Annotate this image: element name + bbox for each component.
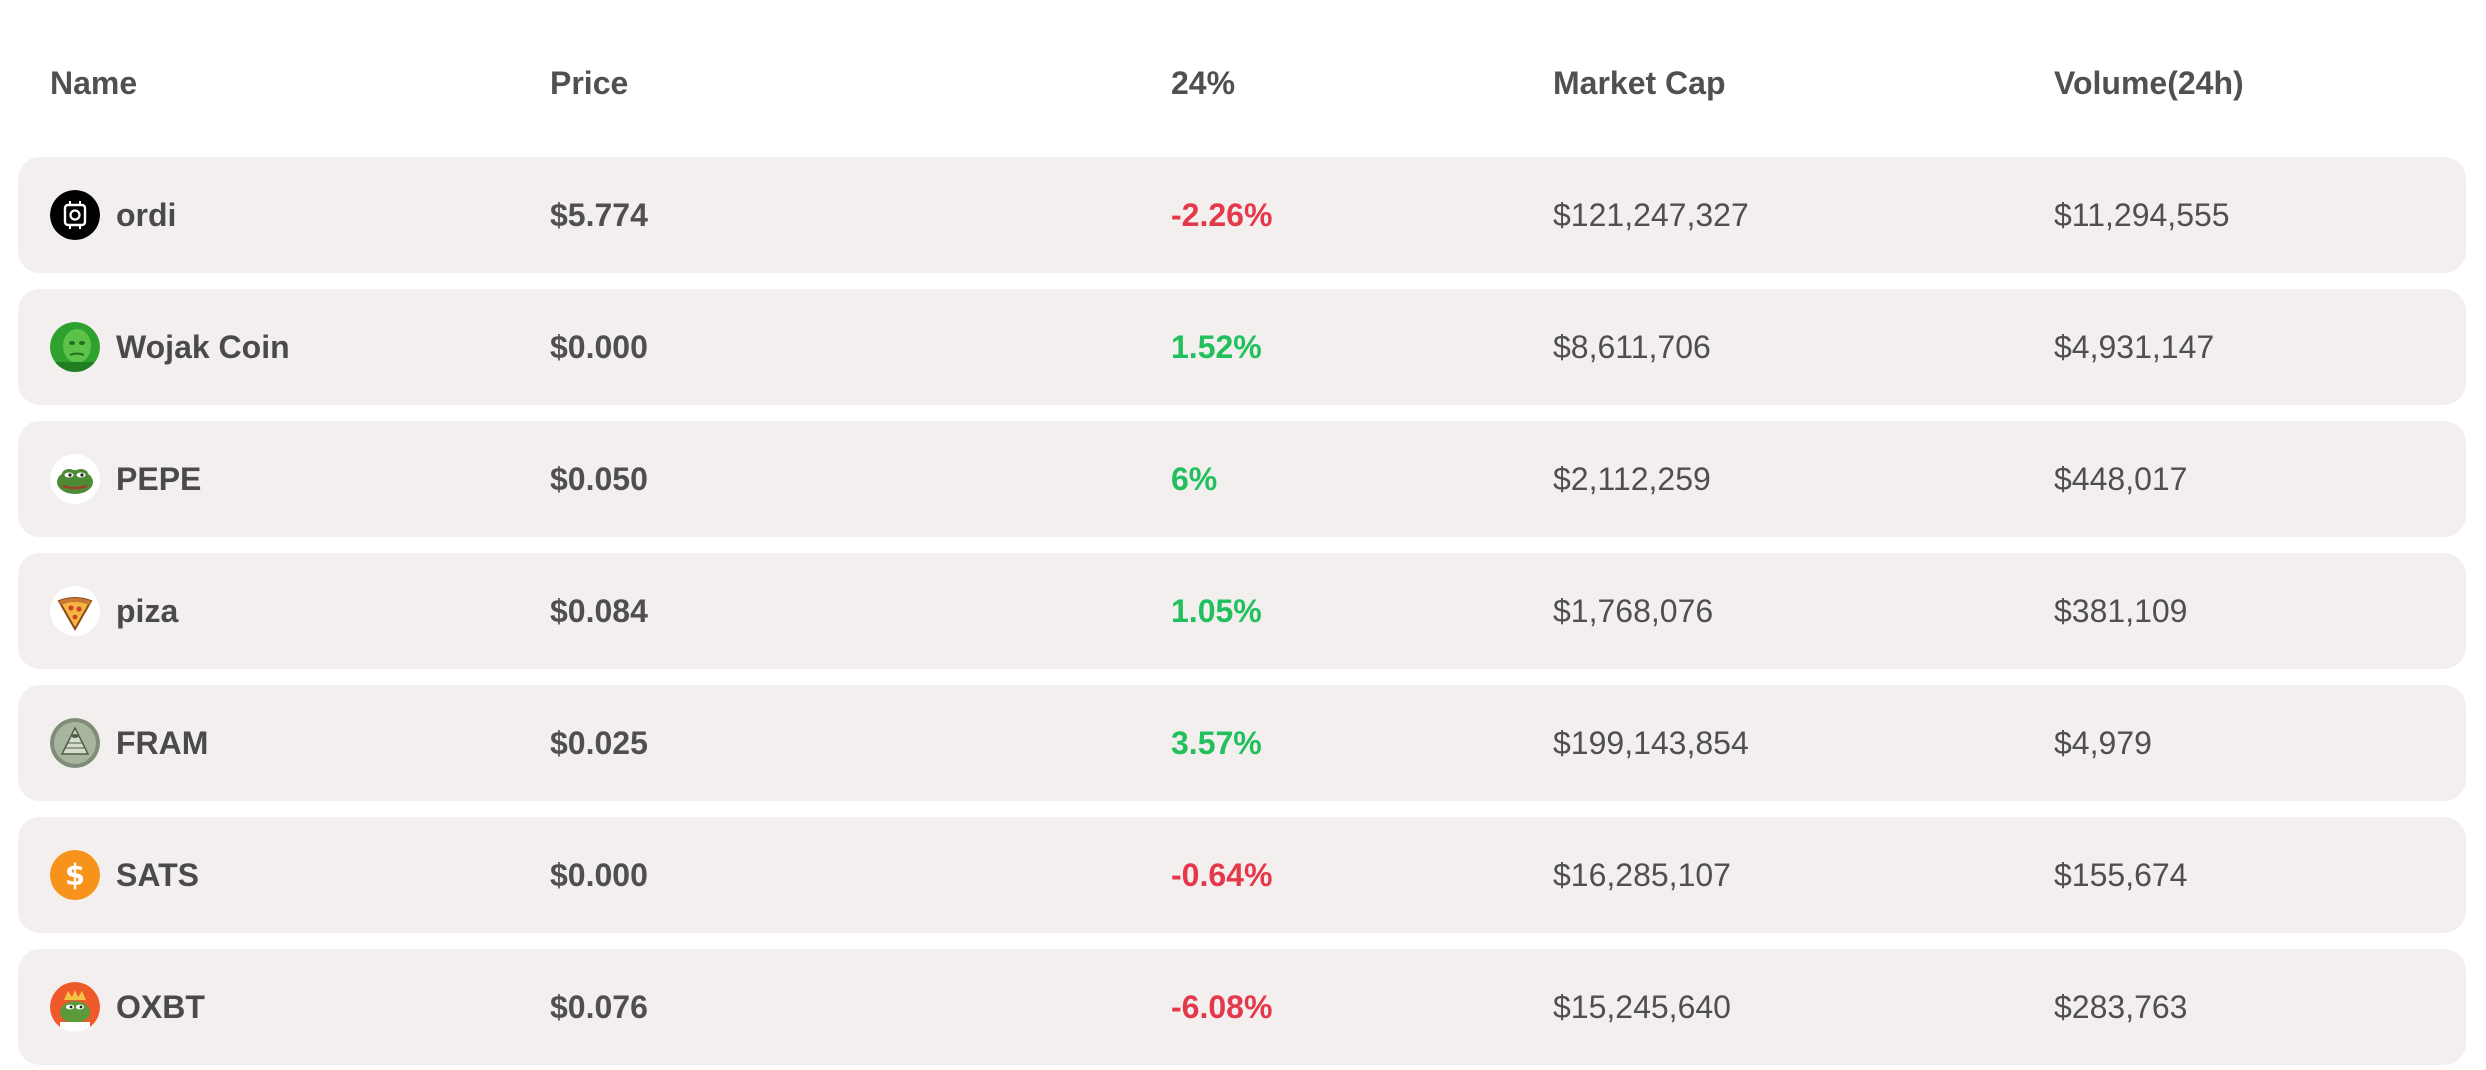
header-price[interactable]: Price (550, 65, 629, 101)
sats-dollar-logo-icon: $ (50, 850, 100, 900)
token-market-cap: $1,768,076 (1553, 593, 1714, 629)
token-change-24h: -6.08% (1171, 989, 1273, 1025)
table-row[interactable]: $ SATS $0.000 -0.64% $16,285,107 $155,67… (18, 817, 2466, 933)
token-volume-24h: $155,674 (2054, 857, 2188, 893)
pepe-logo-icon (50, 454, 100, 504)
token-market-cap: $16,285,107 (1553, 857, 1731, 893)
token-market-cap: $121,247,327 (1553, 197, 1749, 233)
token-market-cap: $2,112,259 (1553, 461, 1711, 497)
header-market-cap[interactable]: Market Cap (1553, 65, 1726, 101)
token-volume-24h: $11,294,555 (2054, 197, 2230, 233)
token-price: $0.000 (550, 857, 648, 893)
token-name[interactable]: FRAM (116, 725, 209, 761)
token-price: $0.000 (550, 329, 648, 365)
header-name[interactable]: Name (50, 65, 138, 101)
token-volume-24h: $283,763 (2054, 989, 2188, 1025)
pizza-logo-icon (50, 586, 100, 636)
token-volume-24h: $381,109 (2054, 593, 2188, 629)
token-name[interactable]: Wojak Coin (116, 329, 290, 365)
svg-text:$: $ (65, 858, 85, 892)
table-row[interactable]: FRAM $0.025 3.57% $199,143,854 $4,979 (18, 685, 2466, 801)
ordi-logo-icon (50, 190, 100, 240)
token-volume-24h: $448,017 (2054, 461, 2188, 497)
header-volume-24h[interactable]: Volume(24h) (2054, 65, 2244, 101)
wojak-logo-icon (50, 322, 100, 372)
token-price: $0.025 (550, 725, 648, 761)
token-market-cap: $8,611,706 (1553, 329, 1711, 365)
token-name[interactable]: ordi (116, 197, 177, 233)
token-volume-24h: $4,979 (2054, 725, 2152, 761)
token-price: $0.076 (550, 989, 648, 1025)
token-change-24h: 1.05% (1171, 593, 1262, 629)
token-change-24h: -0.64% (1171, 857, 1273, 893)
token-market-cap: $15,245,640 (1553, 989, 1731, 1025)
table-row[interactable]: PEPE $0.050 6% $2,112,259 $448,017 (18, 421, 2466, 537)
token-name[interactable]: OXBT (116, 989, 205, 1025)
table-row[interactable]: OXBT $0.076 -6.08% $15,245,640 $283,763 (18, 949, 2466, 1065)
oxbt-logo-icon (50, 982, 100, 1032)
table-header: Name Price 24% Market Cap Volume(24h) (0, 55, 2486, 111)
token-price: $0.084 (550, 593, 648, 629)
token-change-24h: -2.26% (1171, 197, 1273, 233)
token-price: $0.050 (550, 461, 648, 497)
table-row[interactable]: Wojak Coin $0.000 1.52% $8,611,706 $4,93… (18, 289, 2466, 405)
table-row[interactable]: ordi $5.774 -2.26% $121,247,327 $11,294,… (18, 157, 2466, 273)
token-change-24h: 3.57% (1171, 725, 1262, 761)
token-name[interactable]: PEPE (116, 461, 202, 497)
fram-logo-icon (50, 718, 100, 768)
token-name[interactable]: piza (116, 593, 179, 629)
table-row[interactable]: piza $0.084 1.05% $1,768,076 $381,109 (18, 553, 2466, 669)
token-volume-24h: $4,931,147 (2054, 329, 2215, 365)
token-change-24h: 6% (1171, 461, 1218, 497)
token-price: $5.774 (550, 197, 648, 233)
token-market-cap: $199,143,854 (1553, 725, 1749, 761)
header-change-24h[interactable]: 24% (1171, 65, 1236, 101)
token-change-24h: 1.52% (1171, 329, 1262, 365)
token-name[interactable]: SATS (116, 857, 199, 893)
